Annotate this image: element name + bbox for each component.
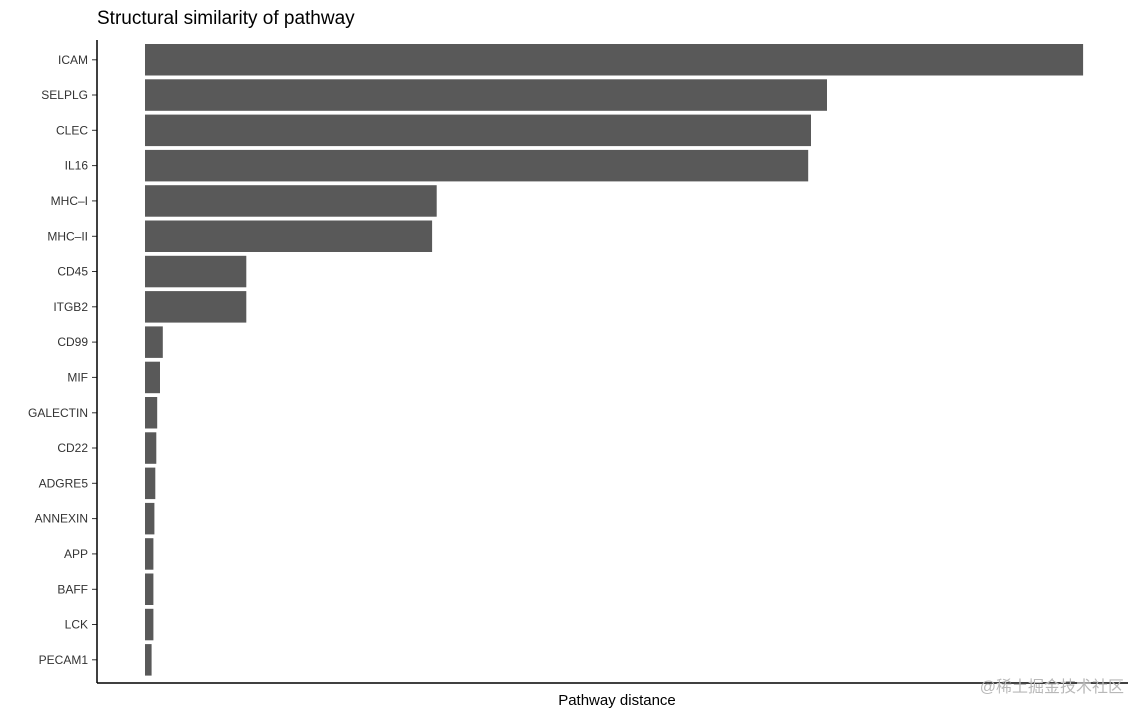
y-tick-label: CLEC: [56, 123, 88, 137]
y-tick-label: ITGB2: [53, 300, 88, 314]
bar-itgb2: [145, 291, 247, 323]
y-tick-label: LCK: [65, 618, 88, 632]
bar-cd45: [145, 255, 247, 288]
y-tick-label: MIF: [67, 370, 88, 384]
bar-mhc-ii: [145, 220, 433, 252]
bar-galectin: [145, 397, 158, 429]
bar-mhc-i: [145, 185, 437, 217]
bar-lck: [145, 608, 154, 641]
bar-app: [145, 538, 154, 570]
bar-adgre5: [145, 467, 156, 500]
y-tick-label: ANNEXIN: [35, 512, 88, 526]
y-tick-label: IL16: [65, 159, 89, 173]
y-tick-label: GALECTIN: [28, 406, 88, 420]
y-tick-label: CD22: [57, 441, 88, 455]
y-tick-label: PECAM1: [39, 653, 89, 667]
y-tick-label: CD99: [57, 335, 88, 349]
bar-clec: [145, 114, 811, 147]
bar-cd22: [145, 432, 157, 464]
x-axis-title: Pathway distance: [558, 692, 676, 709]
bars-group: [145, 44, 1084, 676]
watermark: @稀土掘金技术社区: [980, 678, 1124, 696]
y-tick-label: ADGRE5: [39, 476, 89, 490]
bar-baff: [145, 573, 154, 605]
y-tick-label: BAFF: [57, 582, 88, 596]
y-tick-label: MHC–I: [51, 194, 88, 208]
bar-cd99: [145, 326, 163, 358]
y-axis-ticks: ICAM SELPLG CLEC IL16 MHC–I MHC–II CD45 ITGB2 CD…: [28, 53, 97, 667]
y-tick-label: SELPLG: [41, 88, 88, 102]
bar-annexin: [145, 502, 155, 535]
bar-icam: [145, 44, 1084, 76]
bar-mif: [145, 361, 160, 394]
y-tick-label: ICAM: [58, 53, 88, 67]
chart-title: Structural similarity of pathway: [97, 8, 355, 29]
y-tick-label: APP: [64, 547, 88, 561]
y-tick-label: MHC–II: [47, 229, 88, 243]
y-tick-label: CD45: [57, 265, 88, 279]
bar-il16: [145, 149, 809, 182]
bar-selplg: [145, 79, 827, 111]
bar-pecam1: [145, 644, 152, 676]
